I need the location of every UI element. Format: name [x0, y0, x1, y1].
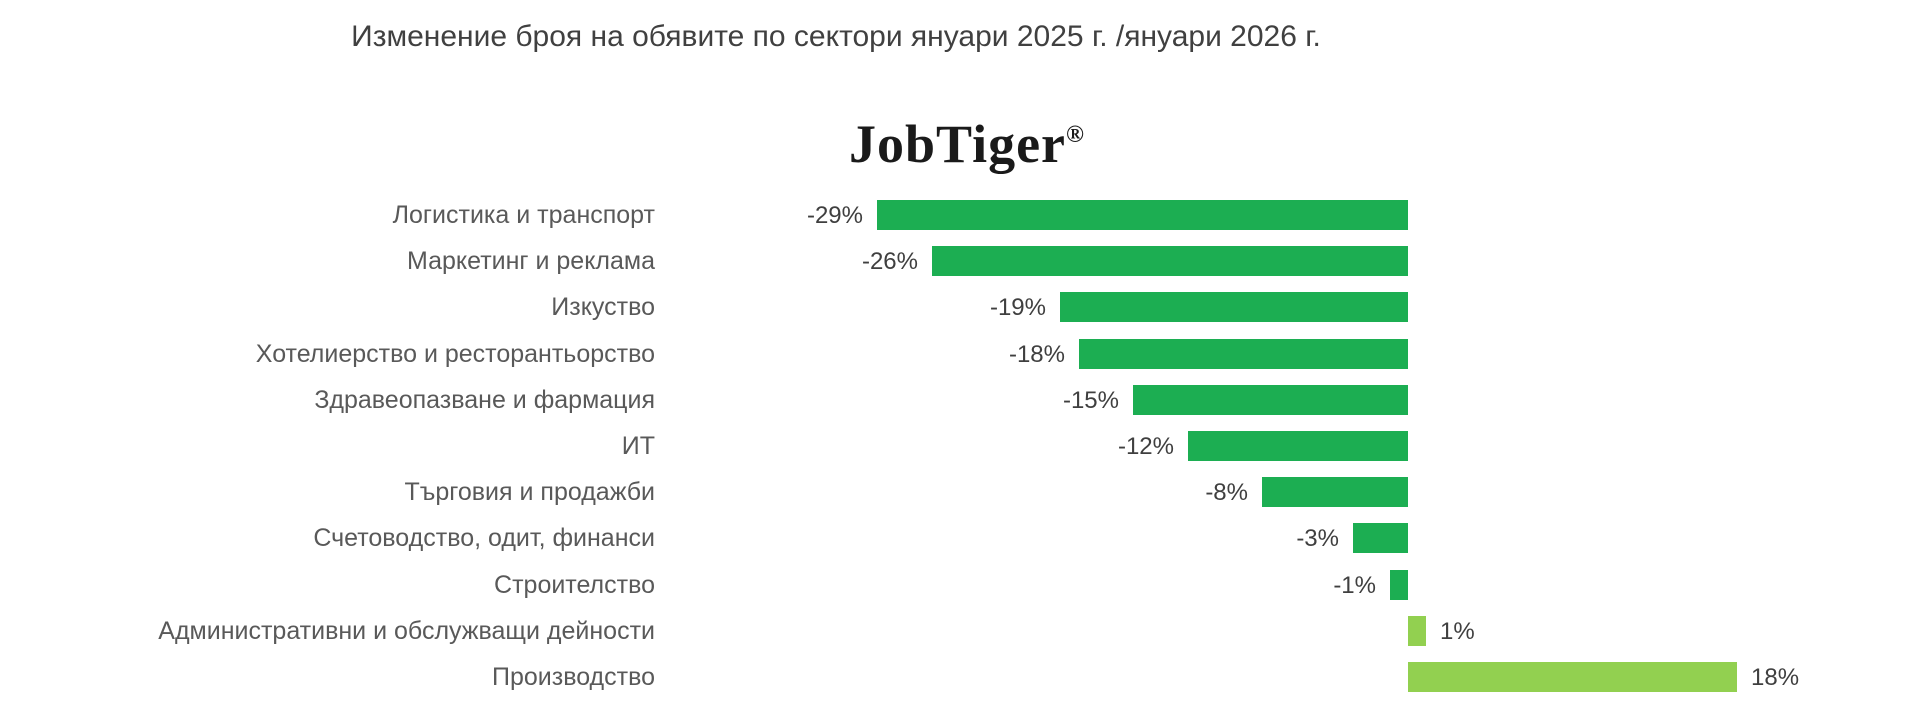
- value-label: -12%: [1117, 433, 1174, 460]
- category-label: Търговия и продажби: [404, 478, 656, 506]
- bar-negative: [1390, 570, 1408, 600]
- category-label: Здравеопазване и фармация: [314, 386, 655, 414]
- bar-negative: [877, 200, 1408, 230]
- category-label: Хотелиерство и ресторантьорство: [255, 340, 655, 368]
- category-label: Логистика и транспорт: [392, 201, 655, 229]
- bar-negative: [1188, 431, 1408, 461]
- bar-negative: [1353, 523, 1408, 553]
- value-label: 1%: [1440, 618, 1475, 645]
- value-label: -29%: [806, 202, 863, 229]
- category-label: Маркетинг и реклама: [406, 247, 655, 275]
- category-label: ИТ: [621, 432, 655, 460]
- value-label: -3%: [1296, 525, 1339, 552]
- value-label: -19%: [989, 294, 1046, 321]
- category-label: Изкуство: [551, 293, 655, 321]
- value-label: -15%: [1062, 387, 1119, 414]
- value-label: -8%: [1205, 479, 1248, 506]
- jobtiger-logo-text: JobTiger: [849, 114, 1067, 174]
- value-label: 18%: [1751, 664, 1800, 691]
- bar-negative: [1262, 477, 1408, 507]
- value-label: -18%: [1008, 341, 1065, 368]
- registered-trademark-icon: ®: [1066, 122, 1085, 148]
- bar-negative: [1133, 385, 1408, 415]
- value-label: -26%: [861, 248, 918, 275]
- category-label: Административни и обслужващи дейности: [158, 617, 655, 645]
- category-label: Счетоводство, одит, финанси: [313, 524, 655, 552]
- bar-positive: [1408, 662, 1737, 692]
- bar-negative: [932, 246, 1408, 276]
- category-label: Строителство: [494, 571, 655, 599]
- bar-positive: [1408, 616, 1426, 646]
- jobtiger-logo: JobTiger®: [667, 113, 1267, 175]
- value-label: -1%: [1333, 572, 1376, 599]
- chart-title: Изменение броя на обявите по сектори яну…: [351, 20, 1321, 53]
- bar-negative: [1060, 292, 1408, 322]
- bar-negative: [1079, 339, 1408, 369]
- category-label: Производство: [491, 663, 655, 691]
